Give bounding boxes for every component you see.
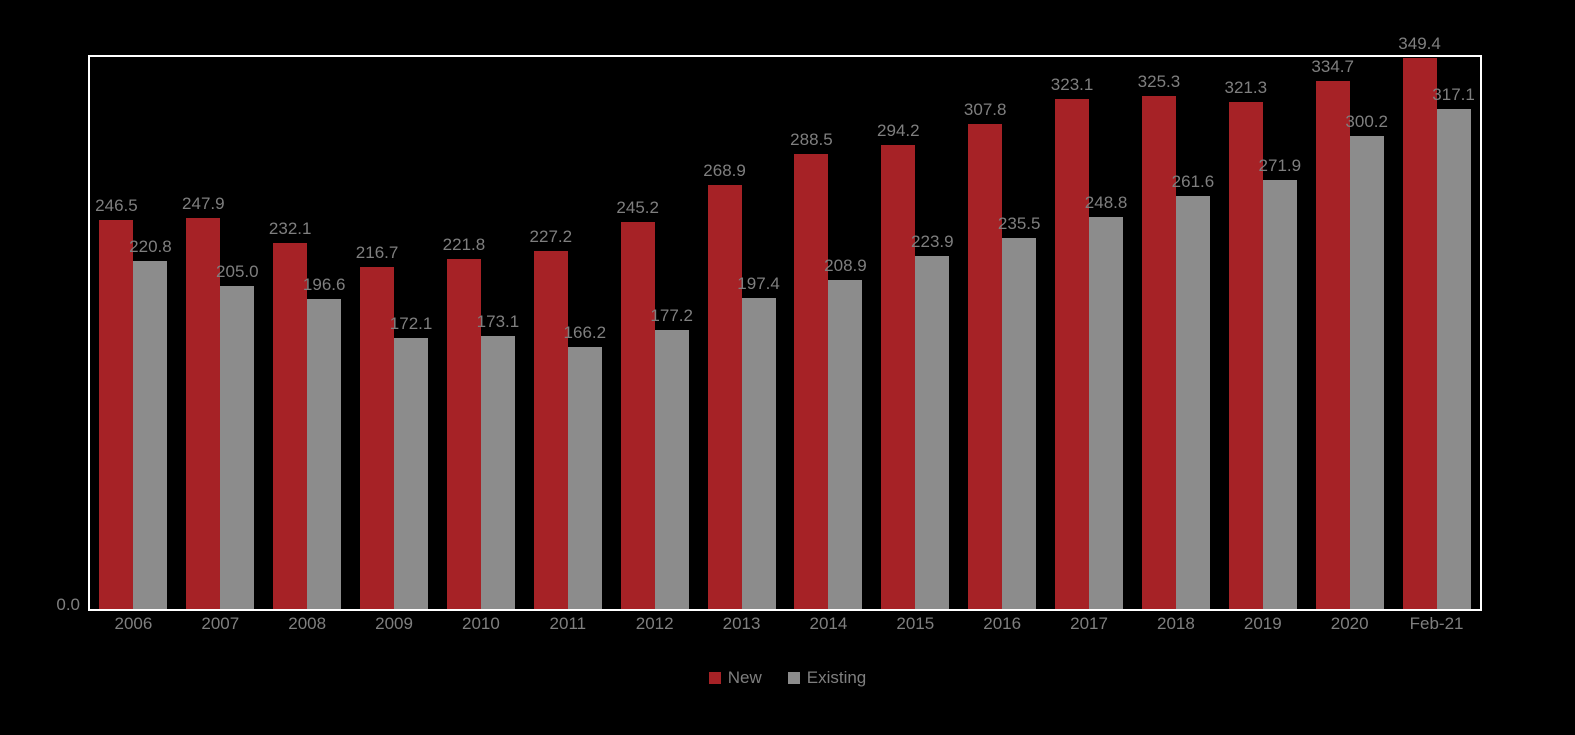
bar-new xyxy=(186,218,221,609)
x-axis-labels: 2006 2007 2008 2009 2010 2011 2012 2013 2014 2015… xyxy=(90,614,1480,638)
bar-new xyxy=(707,185,742,609)
bar-value-label-existing: 223.9 xyxy=(911,232,954,251)
bar-existing xyxy=(394,338,429,609)
bar-new xyxy=(620,222,655,609)
bar-new xyxy=(446,259,481,609)
bar-value-label-new: 227.2 xyxy=(529,227,573,246)
legend-item-new: New xyxy=(708,668,762,688)
bar-value-label-new: 247.9 xyxy=(182,194,225,213)
bar-value-label-new: 216.7 xyxy=(355,243,399,262)
bar-existing xyxy=(567,347,602,609)
bar-existing xyxy=(828,280,863,609)
bar-new xyxy=(881,145,916,609)
bar-value-label-existing: 177.2 xyxy=(650,306,693,325)
bar-new xyxy=(360,267,395,609)
bar-value-label-existing: 271.9 xyxy=(1258,156,1302,175)
plot-area: 246.5 220.8 247.9 205.0 232.1 196.6 216.7 172.1… xyxy=(88,34,1482,611)
bar-value-label-new: 321.3 xyxy=(1224,78,1268,97)
x-axis-tick-label: 2017 xyxy=(1070,614,1108,633)
x-axis-tick-label: 2008 xyxy=(288,614,327,633)
bar-existing xyxy=(741,298,776,609)
x-axis-tick-label: 2011 xyxy=(549,614,587,633)
bar-value-label-new: 323.1 xyxy=(1050,75,1094,94)
bar-value-label-existing: 205.0 xyxy=(216,262,259,281)
x-axis-tick-label: 2018 xyxy=(1157,614,1195,633)
x-axis-tick-label: 2019 xyxy=(1243,614,1282,633)
bar-value-label-existing: 196.6 xyxy=(302,275,346,294)
x-axis-tick-label: 2013 xyxy=(722,614,761,633)
bar-value-label-existing: 248.8 xyxy=(1084,193,1128,212)
x-axis-tick-label: 2016 xyxy=(983,614,1022,633)
bar-value-label-existing: 317.1 xyxy=(1432,85,1475,104)
bar-existing xyxy=(480,336,515,609)
bar-value-label-existing: 220.8 xyxy=(129,237,172,256)
bar-new xyxy=(794,154,829,609)
bar-existing xyxy=(1349,136,1384,609)
bar-new xyxy=(1141,96,1176,609)
bar-value-label-existing: 300.2 xyxy=(1345,112,1388,131)
x-axis-tick-label: 2012 xyxy=(635,614,674,633)
bar-value-label-new: 246.5 xyxy=(95,196,138,215)
x-axis-tick-label: 2010 xyxy=(462,614,500,633)
bar-value-label-existing: 172.1 xyxy=(389,314,433,333)
bar-value-label-new: 307.8 xyxy=(963,100,1007,119)
bar-new xyxy=(968,124,1003,609)
x-axis-tick-label: Feb-21 xyxy=(1409,614,1464,633)
y-axis-zero-label: 0.0 xyxy=(56,595,80,614)
bar-value-label-new: 268.9 xyxy=(703,161,746,180)
bar-new xyxy=(533,251,568,609)
bar-new xyxy=(1402,58,1437,609)
bar-value-label-existing: 208.9 xyxy=(824,256,867,275)
bar-value-label-existing: 173.1 xyxy=(476,312,520,331)
bar-existing xyxy=(1436,109,1471,609)
x-axis-tick-label: 2020 xyxy=(1330,614,1369,633)
bar-existing xyxy=(307,299,342,609)
bar-value-label-new: 334.7 xyxy=(1311,57,1354,76)
bar-value-label-existing: 197.4 xyxy=(737,274,780,293)
legend-label-new: New xyxy=(727,668,762,687)
bar-value-label-existing: 166.2 xyxy=(563,323,607,342)
legend: New Existing xyxy=(0,668,1575,688)
bar-existing xyxy=(220,286,255,609)
bar-existing xyxy=(1002,238,1037,609)
bar-existing xyxy=(133,261,168,609)
bar-new xyxy=(1228,102,1263,609)
legend-swatch-existing xyxy=(787,672,800,684)
legend-label-existing: Existing xyxy=(806,668,867,687)
bar-existing xyxy=(915,256,950,609)
bar-value-label-new: 294.2 xyxy=(877,121,920,140)
bar-value-label-existing: 235.5 xyxy=(997,214,1041,233)
bar-value-label-new: 245.2 xyxy=(616,198,659,217)
bar-existing xyxy=(1262,180,1297,609)
bar-value-label-new: 288.5 xyxy=(790,130,833,149)
bar-new xyxy=(1315,81,1350,609)
x-axis-tick-label: 2009 xyxy=(375,614,413,633)
x-axis-tick-label: 2014 xyxy=(809,614,848,633)
bar-value-label-new: 349.4 xyxy=(1398,34,1441,53)
x-axis-tick-label: 2006 xyxy=(114,614,153,633)
bar-value-label-new: 221.8 xyxy=(442,235,486,254)
bar-new xyxy=(273,243,308,609)
bar-new xyxy=(1055,99,1090,609)
bar-value-label-new: 325.3 xyxy=(1137,72,1181,91)
bar-existing xyxy=(1089,217,1124,609)
x-axis-tick-label: 2007 xyxy=(201,614,240,633)
bar-value-label-new: 232.1 xyxy=(268,219,312,238)
legend-swatch-new xyxy=(708,672,721,684)
legend-item-existing: Existing xyxy=(787,668,867,688)
bar-new xyxy=(99,220,134,609)
bar-value-label-existing: 261.6 xyxy=(1171,172,1215,191)
bar-existing xyxy=(1175,196,1210,609)
x-axis-tick-label: 2015 xyxy=(896,614,935,633)
bar-existing xyxy=(654,330,689,609)
